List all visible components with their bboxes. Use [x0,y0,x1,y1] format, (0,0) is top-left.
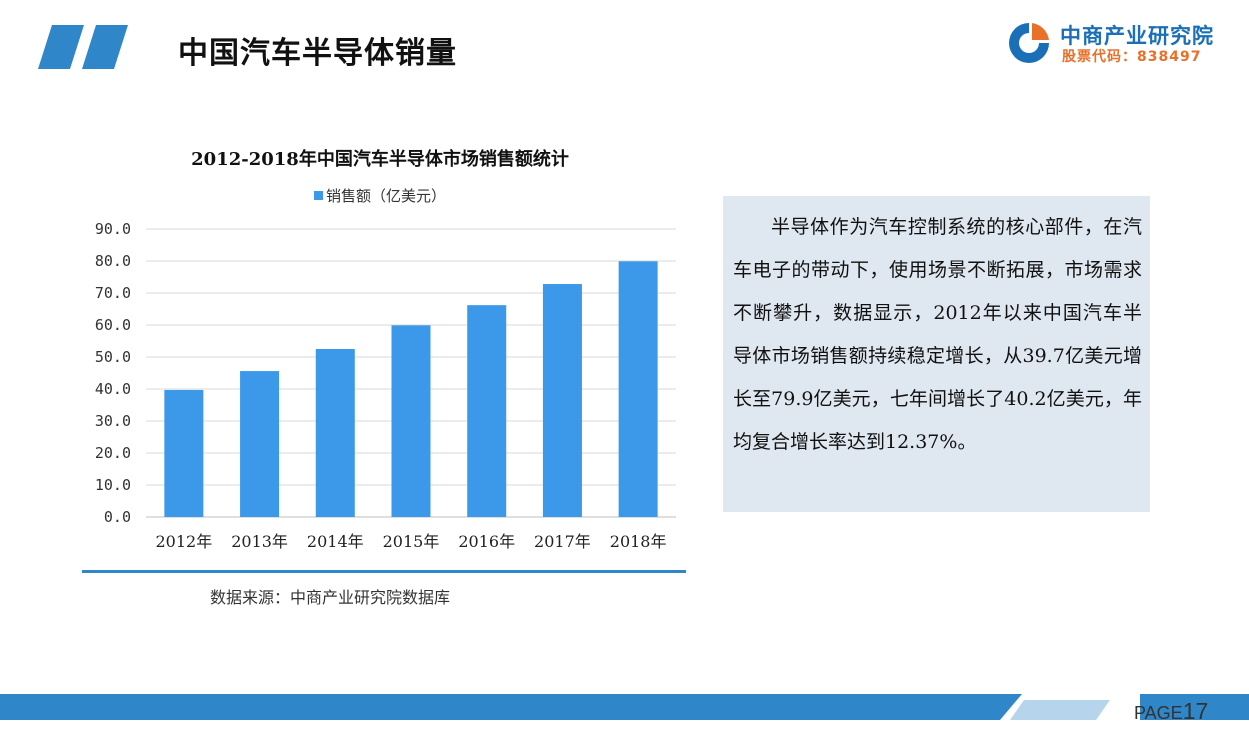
y-tick-label: 0.0 [104,508,131,526]
x-tick-label: 2014年 [307,532,364,551]
bar [315,349,355,517]
y-tick-label: 60.0 [95,316,131,334]
bar [467,305,507,517]
description-text: 半导体作为汽车控制系统的核心部件，在汽车电子的带动下，使用场景不断拓展，市场需求… [733,216,1142,453]
stock-code: 股票代码：838497 [1062,49,1202,65]
bar [391,325,431,517]
x-tick-label: 2018年 [610,532,667,551]
page-title: 中国汽车半导体销量 [178,36,457,71]
legend-swatch [313,191,323,200]
y-tick-label: 20.0 [95,444,131,462]
bar [164,389,204,517]
chart-divider [82,570,686,573]
chart-legend: 销售额（亿美元） [80,185,680,206]
header-stripes-decoration [38,25,128,69]
bar [240,371,280,517]
company-logo: 中商产业研究院 股票代码：838497 [1006,18,1226,70]
company-logo-icon [1009,23,1049,63]
x-tick-label: 2015年 [383,532,440,551]
bar [618,261,658,517]
company-name: 中商产业研究院 [1060,24,1214,48]
description-box: 半导体作为汽车控制系统的核心部件，在汽车电子的带动下，使用场景不断拓展，市场需求… [723,196,1150,512]
y-tick-label: 70.0 [95,284,131,302]
x-tick-label: 2013年 [231,532,288,551]
legend-label: 销售额（亿美元） [325,187,446,205]
data-source: 数据来源：中商产业研究院数据库 [210,588,451,607]
x-tick-label: 2017年 [534,532,591,551]
footer-slant-accent [1010,700,1110,720]
page-word: PAGE [1134,703,1183,723]
page-number: PAGE17 [1134,694,1208,724]
y-tick-label: 10.0 [95,476,131,494]
y-tick-label: 50.0 [95,348,131,366]
y-tick-label: 90.0 [95,220,131,238]
bar [542,284,582,517]
y-tick-label: 30.0 [95,412,131,430]
x-tick-label: 2012年 [155,532,212,551]
bar-chart: 0.0 10.0 20.0 30.0 40.0 50.0 60.0 70.0 80.0 90.0 2… [95,220,676,551]
page-number-value: 17 [1182,698,1209,724]
footer-slant-decoration [1000,694,1140,720]
y-tick-label: 40.0 [95,380,131,398]
chart-title: 2012-2018年中国汽车半导体市场销售额统计 [191,149,569,170]
x-tick-label: 2016年 [458,532,515,551]
y-tick-label: 80.0 [95,252,131,270]
